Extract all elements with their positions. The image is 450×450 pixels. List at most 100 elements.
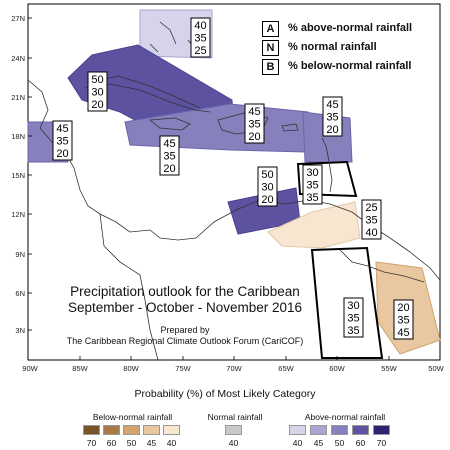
lat-label: 6N	[15, 289, 25, 298]
lon-label: 85W	[72, 364, 88, 373]
legend-normal-label: Normal rainfall	[207, 412, 263, 422]
key-letter-a: A	[262, 21, 279, 37]
legend-above-label: Above-normal rainfall	[304, 412, 386, 422]
below-value: 20	[248, 131, 260, 143]
legend-swatch-above-45	[310, 425, 327, 435]
key-text-normal: % normal rainfall	[288, 41, 377, 53]
lat-label: 24N	[11, 54, 25, 63]
normal-value: 30	[91, 87, 103, 99]
above-value: 30	[347, 300, 359, 312]
lat-label: 21N	[11, 93, 25, 102]
above-value: 25	[365, 202, 377, 214]
normal-value: 35	[194, 33, 206, 45]
key-text-below: % below-normal rainfall	[288, 60, 412, 72]
legend-swatch-normal-40	[225, 425, 242, 435]
normal-value: 35	[163, 151, 175, 163]
probability-box-frame	[257, 166, 278, 207]
lon-label: 50W	[428, 364, 444, 373]
probability-box-frame	[159, 135, 180, 176]
lon-label: 70W	[226, 364, 242, 373]
legend-below-label: Below-normal rainfall	[92, 412, 173, 422]
map-title: Precipitation outlook for the Caribbean …	[50, 284, 320, 316]
above-value: 45	[56, 123, 68, 135]
below-value: 20	[56, 148, 68, 160]
lon-label: 55W	[381, 364, 397, 373]
probability-box-frame	[343, 297, 364, 338]
below-value: 20	[261, 194, 273, 206]
prepared-by-line1: Prepared by	[160, 325, 210, 335]
lon-label: 75W	[175, 364, 191, 373]
above-value: 20	[397, 302, 409, 314]
normal-value: 35	[248, 119, 260, 131]
below-value: 20	[91, 99, 103, 111]
region-guyana-outline	[310, 246, 384, 359]
below-value: 25	[194, 45, 206, 57]
legend-swatch-label: 70	[86, 438, 97, 448]
lon-label: 65W	[278, 364, 294, 373]
above-value: 45	[163, 138, 175, 150]
below-value: 20	[163, 163, 175, 175]
legend-swatch-above-50	[331, 425, 348, 435]
region-windward-islands-outline	[296, 160, 358, 198]
below-value: 35	[306, 192, 318, 204]
lat-label: 9N	[15, 250, 25, 259]
legend-swatch-below-45	[143, 425, 160, 435]
legend-swatch-below-40	[163, 425, 180, 435]
above-value: 45	[248, 106, 260, 118]
axis-ticks	[28, 17, 390, 360]
above-value: 40	[194, 20, 206, 32]
legend-swatch-above-70	[373, 425, 390, 435]
key-letter-b: B	[262, 59, 279, 75]
normal-value: 35	[347, 313, 359, 325]
normal-value: 30	[261, 182, 273, 194]
below-value: 20	[326, 124, 338, 136]
lon-label: 90W	[22, 364, 38, 373]
legend-swatch-label: 40	[228, 438, 239, 448]
prepared-by: Prepared by The Caribbean Regional Clima…	[40, 325, 330, 347]
legend-title: Probability (%) of Most Likely Category	[134, 388, 316, 400]
probability-box-frame	[302, 164, 323, 205]
probability-box-frame	[361, 199, 382, 240]
legend-swatch-below-50	[123, 425, 140, 435]
map-title-line1: Precipitation outlook for the Caribbean	[70, 284, 300, 299]
legend-swatch-above-40	[289, 425, 306, 435]
below-value: 35	[347, 325, 359, 337]
lat-label: 15N	[11, 171, 25, 180]
normal-value: 35	[306, 180, 318, 192]
legend-swatch-label: 50	[126, 438, 137, 448]
above-value: 50	[261, 169, 273, 181]
legend-swatch-label: 45	[146, 438, 157, 448]
lat-label: 18N	[11, 132, 25, 141]
key-letter-n: N	[262, 40, 279, 56]
legend-swatch-below-70	[83, 425, 100, 435]
normal-value: 35	[56, 136, 68, 148]
legend-swatch-label: 70	[376, 438, 387, 448]
legend-swatch-label: 45	[313, 438, 324, 448]
legend-swatch-label: 60	[355, 438, 366, 448]
below-value: 40	[365, 227, 377, 239]
probability-box-frame	[190, 17, 211, 58]
outlook-map: 27N 24N 21N 18N 15N 12N 9N 6N 3N 90W 85W…	[11, 3, 445, 373]
key-text-above: % above-normal rainfall	[288, 22, 413, 34]
above-value: 50	[91, 74, 103, 86]
probability-box-frame	[244, 103, 265, 144]
legend-swatch-label: 40	[292, 438, 303, 448]
region-venezuela	[267, 201, 361, 249]
normal-value: 35	[365, 215, 377, 227]
legend-swatch-below-60	[103, 425, 120, 435]
legend-swatch-above-60	[352, 425, 369, 435]
legend-swatch-label: 50	[334, 438, 345, 448]
above-value: 30	[306, 167, 318, 179]
above-value: 45	[326, 99, 338, 111]
normal-value: 35	[397, 315, 409, 327]
lon-label: 80W	[123, 364, 139, 373]
